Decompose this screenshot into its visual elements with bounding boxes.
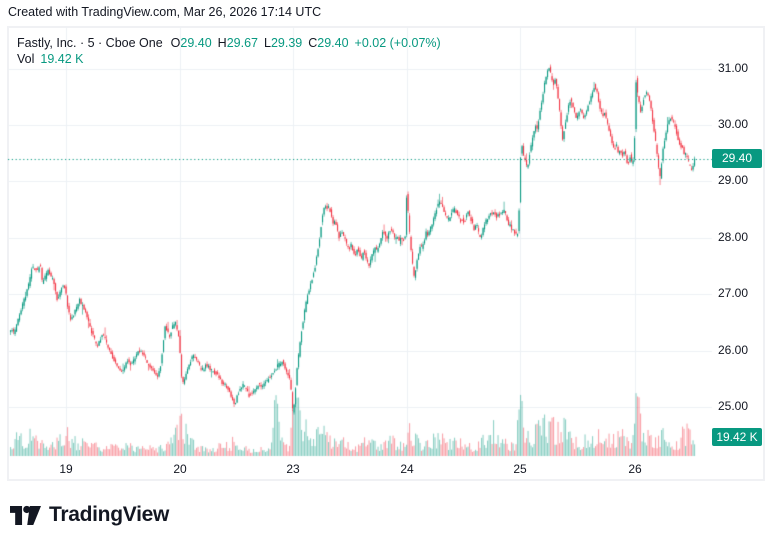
tradingview-mark-icon	[10, 505, 41, 525]
change-value: +0.02 (+0.07%)	[354, 36, 441, 50]
price-tick-label: 31.00	[718, 60, 749, 75]
open-value: O29.40	[170, 36, 212, 50]
tradingview-logo[interactable]: TradingView	[10, 503, 169, 527]
time-tick-label: 24	[400, 462, 414, 476]
legend-volume-row: Vol 19.42 K	[17, 52, 441, 67]
time-tick-label: 26	[628, 462, 642, 476]
price-tick-label: 27.00	[718, 286, 749, 301]
volume-value: 19.42 K	[40, 52, 84, 66]
price-tick-label: 26.00	[718, 342, 749, 357]
price-tick-label: 29.00	[718, 173, 749, 188]
last-price-badge: 29.40	[712, 149, 762, 169]
volume-label: Vol	[17, 52, 35, 66]
legend-symbol-row: Fastly, Inc. · 5 · Cboe One O29.40 H29.6…	[17, 36, 441, 51]
volume-badge: 19.42 K	[712, 428, 762, 446]
symbol-title: Fastly, Inc. · 5 · Cboe One	[17, 36, 163, 50]
high-value: H29.67	[217, 36, 258, 50]
time-tick-label: 19	[59, 462, 73, 476]
close-value: C29.40	[308, 36, 349, 50]
low-value: L29.39	[263, 36, 303, 50]
time-tick-label: 25	[513, 462, 527, 476]
price-tick-label: 30.00	[718, 116, 749, 131]
time-tick-label: 20	[173, 462, 187, 476]
time-tick-label: 23	[286, 462, 300, 476]
price-tick-label: 28.00	[718, 229, 749, 244]
chart-legend: Fastly, Inc. · 5 · Cboe One O29.40 H29.6…	[17, 36, 441, 67]
tradingview-logo-text: TradingView	[49, 503, 170, 526]
price-tick-label: 25.00	[718, 398, 749, 413]
